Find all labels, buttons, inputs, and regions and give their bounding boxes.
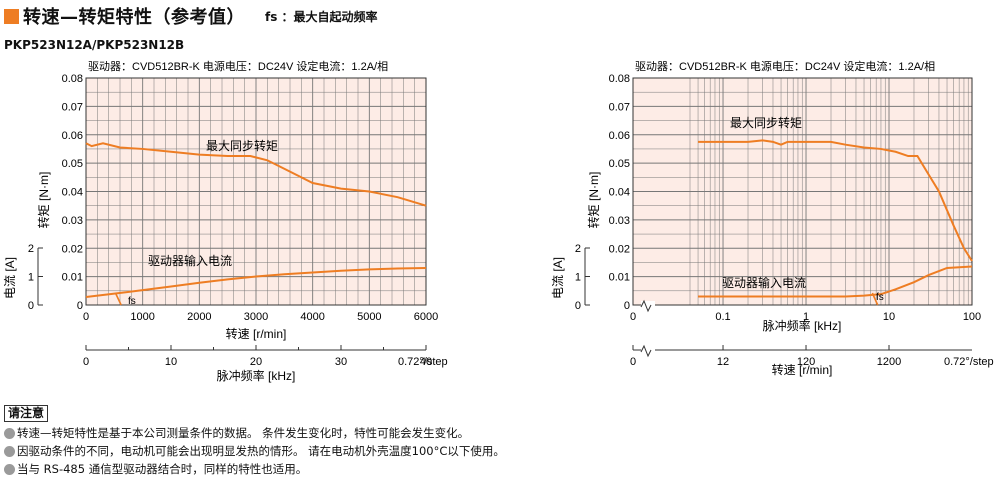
bullet-icon	[4, 445, 15, 457]
series-label: 驱动器输入电流	[722, 275, 806, 290]
y-tick-label: 0.08	[609, 73, 630, 85]
note-text: 转速—转矩特性是基于本公司测量条件的数据。 条件发生变化时，特性可能会发生变化。	[17, 426, 470, 440]
series-line	[698, 139, 973, 262]
current-tick-label: 1	[28, 272, 34, 284]
y-tick-label: 0	[77, 300, 83, 312]
pulse-tick-label: 40	[420, 356, 432, 368]
x-tick-label: 2000	[187, 311, 211, 323]
note-item: 因驱动条件的不同，电动机可能会出现明显发热的情形。 请在电动机外壳温度100°C…	[4, 442, 505, 460]
current-tick-label: 0	[28, 300, 34, 312]
note-item: 转速—转矩特性是基于本公司测量条件的数据。 条件发生变化时，特性可能会发生变化。	[4, 424, 505, 442]
y-tick-label: 0.06	[62, 130, 83, 142]
y-tick-label: 0.01	[609, 272, 630, 284]
pulse-axis-label: 脉冲频率 [kHz]	[217, 368, 296, 383]
bullet-icon	[4, 427, 15, 439]
plot-frame	[632, 77, 973, 306]
axis-break-icon	[640, 344, 652, 358]
driver-label: 驱动器：CVD512BR-K 电源电压：DC24V 设定电流：1.2A/相	[635, 59, 935, 73]
series-label: 驱动器输入电流	[148, 253, 232, 268]
bullet-icon	[4, 463, 15, 475]
page-title: 转速—转矩特性（参考值）	[23, 7, 245, 28]
x-tick-label: 1000	[130, 311, 154, 323]
fs-marker	[871, 292, 879, 306]
y-tick-label: 0.07	[62, 101, 83, 113]
y-tick-label: 0.04	[62, 187, 83, 199]
driver-label: 驱动器：CVD512BR-K 电源电压：DC24V 设定电流：1.2A/相	[88, 59, 388, 73]
x-tick-label: 6000	[414, 311, 438, 323]
note-item: 当与 RS-485 通信型驱动器结合时，同样的特性也适用。	[4, 460, 505, 478]
x-tick-label: 4000	[300, 311, 324, 323]
axis-break-icon	[640, 299, 652, 313]
x-tick-label: 3000	[244, 311, 268, 323]
pulse-tick-label: 10	[165, 356, 177, 368]
fs-label: fs	[876, 292, 884, 303]
x-tick-label: 0	[83, 311, 89, 323]
y-tick-label: 0.02	[62, 243, 83, 255]
fs-note: fs ：最大自起动频率	[265, 9, 378, 24]
current-tick-label: 0	[575, 300, 581, 312]
plot-frame	[85, 77, 427, 306]
note-text: 当与 RS-485 通信型驱动器结合时，同样的特性也适用。	[17, 462, 308, 476]
step-label: 0.72°/step	[944, 356, 994, 368]
section-title: 转速—转矩特性（参考值） fs ：最大自起动频率	[4, 4, 378, 28]
speed-tick-label: 12	[717, 356, 729, 368]
model-name: PKP523N12A/PKP523N12B	[4, 38, 185, 52]
fs-marker	[114, 292, 122, 306]
y-tick-label: 0.05	[62, 158, 83, 170]
x-tick-label: 0	[630, 311, 636, 323]
series-label: 最大同步转矩	[206, 138, 278, 153]
x-tick-label: 5000	[357, 311, 381, 323]
y-tick-label: 0.04	[609, 187, 630, 199]
y-tick-label: 0.07	[609, 101, 630, 113]
note-text: 因驱动条件的不同，电动机可能会出现明显发热的情形。 请在电动机外壳温度100°C…	[17, 444, 505, 458]
step-label: 0.72°/step	[398, 356, 448, 368]
pulse-tick-label: 0	[83, 356, 89, 368]
series-line	[85, 266, 427, 299]
x-tick-label: 10	[883, 311, 895, 323]
current-tick-label: 2	[575, 243, 581, 255]
current-tick-label: 1	[575, 272, 581, 284]
y-tick-label: 0.06	[609, 130, 630, 142]
y-tick-label: 0	[624, 300, 630, 312]
pulse-tick-label: 30	[335, 356, 347, 368]
speed-tick-label: 1200	[877, 356, 901, 368]
y-tick-label: 0.02	[609, 243, 630, 255]
current-tick-label: 2	[28, 243, 34, 255]
x-tick-label: 1	[803, 311, 809, 323]
axis-break-mask	[641, 301, 655, 309]
title-marker-icon	[4, 8, 19, 24]
y-axis-label: 转矩 [N·m]	[36, 172, 51, 229]
y-tick-label: 0.08	[62, 73, 83, 85]
speed-axis-label: 转速 [r/min]	[772, 362, 833, 377]
series-label: 最大同步转矩	[730, 115, 802, 130]
y-tick-label: 0.03	[609, 215, 630, 227]
y-tick-label: 0.01	[62, 272, 83, 284]
speed-tick-label: 120	[797, 356, 815, 368]
series-line	[85, 142, 427, 207]
x-axis-label: 脉冲频率 [kHz]	[763, 318, 842, 333]
current-axis-label: 电流 [A]	[551, 257, 565, 299]
notes-title: 请注意	[4, 405, 49, 422]
speed-tick-label: 0	[630, 356, 636, 368]
x-tick-label: 100	[963, 311, 981, 323]
notes-section: 请注意 转速—转矩特性是基于本公司测量条件的数据。 条件发生变化时，特性可能会发…	[4, 404, 505, 478]
y-axis-label: 转矩 [N·m]	[586, 172, 601, 229]
x-axis-label: 转速 [r/min]	[226, 326, 287, 341]
y-tick-label: 0.05	[609, 158, 630, 170]
current-axis-label: 电流 [A]	[3, 257, 17, 299]
fs-label: fs	[128, 296, 136, 307]
y-tick-label: 0.03	[62, 215, 83, 227]
pulse-tick-label: 20	[250, 356, 262, 368]
axis-break-mask	[641, 346, 655, 354]
x-tick-label: 0.1	[715, 311, 730, 323]
